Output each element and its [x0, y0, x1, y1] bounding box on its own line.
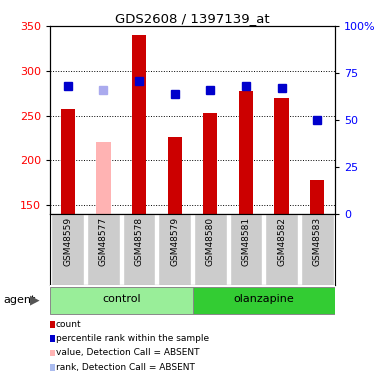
Bar: [310, 180, 324, 214]
Bar: [167, 137, 182, 214]
Bar: [123, 214, 156, 285]
Bar: [96, 142, 110, 214]
Text: GSM48559: GSM48559: [64, 217, 72, 266]
Text: GSM48578: GSM48578: [135, 217, 144, 266]
Text: olanzapine: olanzapine: [233, 294, 294, 304]
Title: GDS2608 / 1397139_at: GDS2608 / 1397139_at: [115, 12, 270, 25]
Bar: [61, 109, 75, 214]
Bar: [275, 98, 289, 214]
Bar: [192, 286, 335, 314]
Bar: [158, 214, 191, 285]
Text: GSM48579: GSM48579: [170, 217, 179, 266]
Bar: [301, 214, 333, 285]
Bar: [265, 214, 298, 285]
Text: agent: agent: [4, 295, 36, 305]
Text: percentile rank within the sample: percentile rank within the sample: [56, 334, 209, 343]
Bar: [52, 214, 84, 285]
Bar: [229, 214, 262, 285]
Text: control: control: [102, 294, 141, 304]
Text: GSM48580: GSM48580: [206, 217, 215, 266]
Text: ▶: ▶: [30, 294, 39, 306]
Bar: [203, 113, 218, 214]
Bar: [50, 286, 192, 314]
Text: GSM48577: GSM48577: [99, 217, 108, 266]
Bar: [239, 90, 253, 214]
Text: value, Detection Call = ABSENT: value, Detection Call = ABSENT: [56, 348, 199, 357]
Bar: [132, 35, 146, 214]
Text: rank, Detection Call = ABSENT: rank, Detection Call = ABSENT: [56, 363, 195, 372]
Text: GSM48583: GSM48583: [313, 217, 321, 266]
Bar: [194, 214, 227, 285]
Text: GSM48582: GSM48582: [277, 217, 286, 266]
Text: count: count: [56, 320, 82, 329]
Text: GSM48581: GSM48581: [241, 217, 250, 266]
Bar: [87, 214, 120, 285]
